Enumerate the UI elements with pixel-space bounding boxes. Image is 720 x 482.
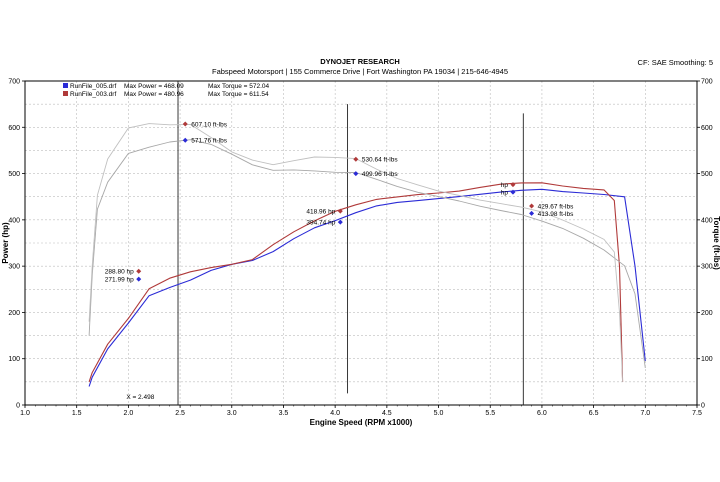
data-marker — [337, 208, 343, 214]
series-line-torque — [88, 123, 624, 382]
y-left-tick-label: 200 — [8, 310, 20, 317]
data-marker — [353, 171, 359, 177]
data-marker — [529, 203, 535, 209]
legend-max-torque: Max Torque = 572.04 — [208, 83, 270, 90]
x-tick-label: 1.5 — [72, 410, 82, 417]
y-right-tick-label: 100 — [701, 356, 713, 363]
data-marker — [182, 121, 188, 127]
data-annotation-label: hp — [501, 190, 509, 197]
chart-subtitle: Fabspeed Motorsport | 155 Commerce Drive… — [212, 67, 508, 76]
x-tick-label: 3.0 — [227, 410, 237, 417]
legend-max-torque: Max Torque = 611.54 — [208, 91, 269, 98]
y-left-tick-label: 100 — [8, 356, 20, 363]
data-marker — [337, 219, 343, 225]
data-annotation-label: 418.96 hp — [306, 209, 335, 216]
data-marker — [353, 156, 359, 162]
plot-frame — [24, 80, 698, 406]
chart-grid — [24, 80, 698, 406]
legend-max-power: Max Power = 480.96 — [124, 91, 184, 98]
x-tick-label: 4.5 — [382, 410, 392, 417]
x-tick-label: 2.0 — [124, 410, 134, 417]
legend-swatch — [63, 91, 68, 96]
data-annotation-label: 571.76 ft-lbs — [191, 138, 228, 145]
x-tick-label: 2.5 — [175, 410, 185, 417]
y-left-tick-label: 500 — [8, 171, 20, 178]
y-right-tick-label: 200 — [701, 310, 713, 317]
y-right-tick-label: 400 — [701, 217, 713, 224]
x-tick-label: 6.0 — [537, 410, 547, 417]
x-tick-label: 3.5 — [279, 410, 289, 417]
x-tick-label: 5.5 — [485, 410, 495, 417]
x-tick-label: 5.0 — [434, 410, 444, 417]
data-marker — [136, 276, 142, 282]
cursor-lines — [177, 81, 524, 405]
legend-swatch — [63, 83, 68, 88]
data-annotation-label: 413.98 ft-lbs — [538, 211, 575, 218]
y-right-tick-label: 300 — [701, 264, 713, 271]
data-annotation-label: 288.80 hp — [105, 269, 134, 276]
chart-annotations: 607.10 ft-lbs 571.76 ft-lbs 530.64 ft-lbs 4… — [105, 121, 575, 401]
y-left-tick-label: 400 — [8, 217, 20, 224]
data-annotation-label: hp — [501, 182, 509, 189]
y-left-tick-label: 600 — [8, 125, 20, 132]
data-annotation-label: 530.64 ft-lbs — [362, 157, 399, 164]
y-axis-left-ticks: 0 100 200 300 400 500 600 700 — [8, 79, 25, 410]
legend-max-power: Max Power = 468.09 — [124, 83, 184, 90]
chart-title: DYNOJET RESEARCH — [320, 57, 400, 66]
legend-file: RunFile_005.drf — [70, 83, 116, 90]
y-axis-right-ticks: 0 100 200 300 400 500 600 700 — [697, 79, 713, 410]
x-tick-label: 6.5 — [589, 410, 599, 417]
y-left-tick-label: 0 — [16, 403, 20, 410]
y-right-tick-label: 600 — [701, 125, 713, 132]
data-marker — [182, 137, 188, 143]
data-annotation-label: 271.99 hp — [105, 277, 134, 284]
data-marker — [510, 189, 516, 195]
series-line-power — [88, 182, 624, 383]
x-tick-label: 4.0 — [330, 410, 340, 417]
data-annotation-label: X = 2.498 — [126, 394, 154, 401]
data-marker — [136, 268, 142, 274]
data-annotation-label: 394.74 hp — [306, 220, 335, 227]
x-tick-label: 7.5 — [692, 410, 702, 417]
x-tick-label: 1.0 — [20, 410, 30, 417]
dyno-settings: CF: SAE Smoothing: 5 — [637, 58, 713, 67]
y-left-tick-label: 300 — [8, 264, 20, 271]
y-right-tick-label: 500 — [701, 171, 713, 178]
chart-legend: RunFile_005.drf Max Power = 468.09 Max Tor… — [63, 83, 270, 98]
x-axis-ticks: 1.0 1.5 2.0 2.5 3.0 3.5 4.0 4.5 5.0 5.5 6.0 6.5 7.0 7… — [20, 405, 702, 417]
x-tick-label: 7.0 — [640, 410, 650, 417]
data-marker — [510, 182, 516, 188]
series-line-power — [88, 188, 646, 387]
data-marker — [529, 210, 535, 216]
legend-file: RunFile_003.drf — [70, 91, 116, 98]
x-axis-label: Engine Speed (RPM x1000) — [310, 418, 413, 427]
data-annotation-label: 499.96 ft-lbs — [362, 171, 399, 178]
y-right-tick-label: 700 — [701, 79, 713, 86]
y-right-tick-label: 0 — [701, 403, 705, 410]
data-annotation-label: 607.10 ft-lbs — [191, 122, 228, 129]
y-axis-right-label: Torque (ft-lbs) — [712, 216, 720, 270]
y-left-tick-label: 700 — [8, 79, 20, 86]
data-annotation-label: 429.67 ft-lbs — [538, 203, 575, 210]
y-axis-left-label: Power (hp) — [1, 222, 10, 264]
